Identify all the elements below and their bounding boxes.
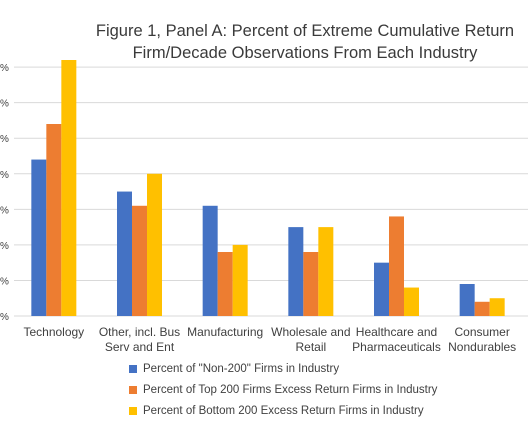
legend-item-bottom200: Percent of Bottom 200 Excess Return Firm… <box>129 400 437 421</box>
category-label: Consumer <box>454 325 509 339</box>
category-label: Other, incl. Bus <box>99 325 180 339</box>
category-label: Nondurables <box>448 340 516 354</box>
legend-label-top200: Percent of Top 200 Firms Excess Return F… <box>143 383 438 396</box>
legend-swatch-bottom200 <box>129 406 137 415</box>
bar-series-0-cat-4 <box>374 262 389 316</box>
chart-title-line-2: Firm/Decade Observations From Each Indus… <box>132 44 478 62</box>
bar-series-0-cat-2 <box>202 205 218 316</box>
y-tick-label: % <box>0 63 9 74</box>
y-tick-label: % <box>0 99 9 110</box>
bar-series-0-cat-1 <box>117 191 132 316</box>
category-label: Technology <box>23 325 84 339</box>
legend-label-bottom200: Percent of Bottom 200 Excess Return Firm… <box>143 404 424 417</box>
y-tick-label: % <box>0 170 9 181</box>
bar-series-2-cat-5 <box>489 298 505 316</box>
category-label: Healthcare and <box>356 325 437 339</box>
bar-series-1-cat-0 <box>46 124 62 316</box>
chart-title: Figure 1, Panel A: Percent of Extreme Cu… <box>90 20 520 64</box>
category-label: Serv and Ent <box>105 340 175 354</box>
legend-swatch-non200 <box>129 364 137 373</box>
bar-series-0-cat-3 <box>288 227 304 316</box>
legend-label-non200: Percent of "Non-200" Firms in Industry <box>143 362 340 375</box>
legend-item-non200: Percent of "Non-200" Firms in Industry <box>129 358 437 379</box>
chart-title-line-1: Figure 1, Panel A: Percent of Extreme Cu… <box>95 22 515 40</box>
bar-series-0-cat-0 <box>31 159 47 316</box>
y-tick-label: % <box>0 276 9 287</box>
category-label: Manufacturing <box>187 325 263 339</box>
bar-series-2-cat-1 <box>147 173 162 316</box>
bar-series-2-cat-0 <box>61 60 77 316</box>
y-tick-label: % <box>0 134 9 145</box>
legend-swatch-top200 <box>129 385 137 394</box>
category-label: Retail <box>295 340 326 354</box>
legend: Percent of "Non-200" Firms in Industry P… <box>129 358 437 421</box>
bar-series-1-cat-2 <box>217 252 233 316</box>
bar-series-1-cat-4 <box>389 216 404 316</box>
bar-series-1-cat-5 <box>474 301 490 316</box>
legend-item-top200: Percent of Top 200 Firms Excess Return F… <box>129 379 437 400</box>
bar-series-2-cat-2 <box>232 244 248 316</box>
y-tick-label: % <box>0 205 9 216</box>
bar-series-2-cat-4 <box>404 287 419 316</box>
bar-series-2-cat-3 <box>318 227 334 316</box>
y-tick-label: % <box>0 312 9 323</box>
bar-series-1-cat-1 <box>132 205 147 316</box>
bar-series-1-cat-3 <box>303 252 319 316</box>
category-label: Wholesale and <box>271 325 350 339</box>
bar-series-0-cat-5 <box>459 284 475 316</box>
category-label: Pharmaceuticals <box>352 340 441 354</box>
y-tick-label: % <box>0 241 9 252</box>
